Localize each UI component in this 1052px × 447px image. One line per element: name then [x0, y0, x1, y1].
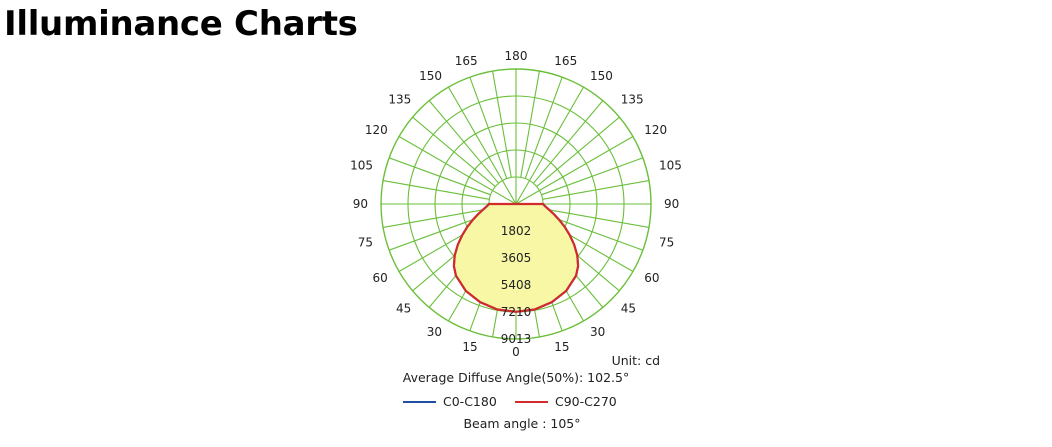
grid-spoke — [412, 116, 496, 188]
angle-label: 120 — [365, 123, 388, 137]
grid-spoke — [524, 76, 563, 179]
angle-label: 90 — [664, 197, 679, 211]
grid-spoke — [520, 71, 540, 178]
grid-spoke — [542, 208, 649, 228]
angle-label: 105 — [350, 159, 373, 173]
grid-spoke — [383, 208, 490, 228]
angle-label: 120 — [644, 123, 667, 137]
grid-spoke — [398, 136, 517, 205]
radial-value-label: 9013 — [501, 332, 532, 346]
grid-spoke — [388, 157, 491, 196]
angle-label: 45 — [621, 302, 636, 316]
radial-value-label: 3605 — [501, 251, 532, 265]
radial-value-label: 7210 — [501, 305, 532, 319]
beam-angle: Beam angle : 105° — [463, 416, 580, 431]
series-curve-c90-c270 — [452, 202, 580, 313]
page-title: Illuminance Charts — [4, 4, 358, 44]
angle-labels: 0 15 15 30 30 45 45 60 60 75 75 90 90 105 105 120 120 135… — [350, 49, 682, 359]
radial-value-label: 5408 — [501, 278, 532, 292]
angle-label: 165 — [455, 54, 478, 68]
legend-label-c0-c180: C0-C180 — [443, 394, 497, 409]
legend: C0-C180 C90-C270 — [403, 394, 617, 409]
average-diffuse-angle: Average Diffuse Angle(50%): 102.5° — [403, 370, 629, 385]
series-curves — [452, 202, 580, 313]
intensity-fill — [453, 204, 579, 312]
angle-label: 135 — [621, 92, 644, 106]
angle-label: 180 — [505, 49, 528, 63]
unit-label: Unit: cd — [612, 353, 660, 368]
angle-label: 30 — [590, 325, 605, 339]
angle-label: 135 — [388, 92, 411, 106]
intensity-area — [453, 204, 579, 312]
grid-spoke — [532, 100, 604, 184]
angle-label: 150 — [419, 69, 442, 83]
grid-spoke — [428, 100, 500, 184]
grid-spoke — [383, 180, 490, 200]
grid-spoke — [542, 180, 649, 200]
angle-label: 15 — [462, 340, 477, 354]
angle-label: 30 — [427, 325, 442, 339]
angle-label: 15 — [554, 340, 569, 354]
grid-spoke — [515, 86, 584, 205]
grid-spoke — [492, 71, 512, 178]
angle-label: 45 — [396, 302, 411, 316]
grid-spoke — [541, 157, 644, 196]
angle-label: 75 — [358, 235, 373, 249]
grid-spoke — [448, 86, 517, 205]
angle-label: 150 — [590, 69, 613, 83]
angle-label: 0 — [512, 345, 520, 359]
angle-label: 60 — [373, 271, 388, 285]
angle-label: 90 — [353, 197, 368, 211]
grid-spoke — [515, 136, 634, 205]
radial-value-labels: 1802 3605 5408 7210 9013 — [501, 224, 532, 346]
angle-label: 105 — [659, 159, 682, 173]
angle-label: 165 — [554, 54, 577, 68]
legend-label-c90-c270: C90-C270 — [555, 394, 617, 409]
angle-label: 60 — [644, 271, 659, 285]
angle-label: 75 — [659, 235, 674, 249]
grid-spoke — [469, 76, 508, 179]
grid-spoke — [536, 116, 620, 188]
radial-value-label: 1802 — [501, 224, 532, 238]
